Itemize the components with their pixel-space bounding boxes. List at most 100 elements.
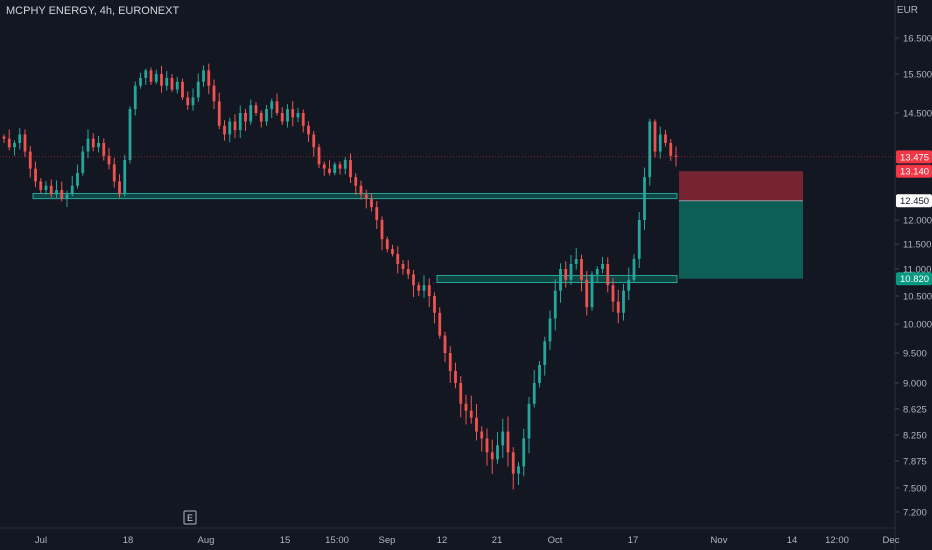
candle-body <box>34 168 37 182</box>
time-tick-label: 17 <box>628 535 639 546</box>
candle-body <box>249 105 253 122</box>
candle-body <box>501 431 505 446</box>
price-tick-label: 11.000 <box>903 265 931 276</box>
candle-body <box>49 185 53 195</box>
price-tick-label: 11.500 <box>903 240 931 251</box>
price-tick-label: 15.500 <box>903 70 932 81</box>
candle-body <box>118 181 121 195</box>
time-tick-label: Nov <box>711 535 728 546</box>
support-zone <box>436 274 678 284</box>
candle-body <box>485 438 489 453</box>
candle-body <box>511 452 515 474</box>
candle-body <box>391 249 394 254</box>
candle-body <box>212 85 216 102</box>
candle-body <box>270 101 274 110</box>
candle-body <box>359 185 363 195</box>
candle-body <box>233 121 237 131</box>
time-tick-label: 15:00 <box>325 535 349 546</box>
candle-body <box>569 264 573 280</box>
time-tick-label: Oct <box>548 535 563 546</box>
earnings-marker <box>183 510 197 525</box>
candle-body <box>107 155 111 165</box>
candle-body <box>244 113 247 122</box>
candle-body <box>259 113 263 122</box>
candle-body <box>160 74 163 86</box>
candle-body <box>296 113 300 118</box>
candle-body <box>13 142 16 148</box>
earnings-marker-label: E <box>187 513 193 523</box>
price-badge-label: 12.450 <box>900 196 929 207</box>
candle-body <box>375 207 379 220</box>
candle-body <box>322 164 326 169</box>
candle-body <box>60 190 64 199</box>
price-badge-label: 13.475 <box>900 152 929 163</box>
candle-body <box>606 264 610 286</box>
candle-body <box>23 134 27 152</box>
time-tick-label: 12 <box>437 535 448 546</box>
candle-body <box>86 138 90 152</box>
candle-body <box>181 81 184 98</box>
candle-body <box>28 151 32 169</box>
candle-body <box>622 290 625 313</box>
candle-body <box>186 97 190 106</box>
candle-body <box>443 335 447 353</box>
candle-body <box>553 290 557 319</box>
candle-body <box>149 70 153 82</box>
candle-body <box>139 77 142 86</box>
candle-body <box>401 264 405 269</box>
price-badge <box>896 150 932 164</box>
candle-body <box>238 113 242 131</box>
candle-body <box>154 74 158 82</box>
candle-body <box>417 285 421 291</box>
candle-body <box>254 105 258 113</box>
time-tick-label: 18 <box>123 535 134 546</box>
time-tick-label: 14 <box>787 535 798 546</box>
price-tick-label: 9.000 <box>903 379 927 390</box>
candle-body <box>490 452 494 460</box>
candle-body <box>611 285 615 302</box>
candle-body <box>653 121 657 152</box>
stop-loss-zone <box>679 171 803 201</box>
time-tick-label: 15 <box>280 535 291 546</box>
candle-body <box>39 181 43 191</box>
price-tick-label: 10.500 <box>903 292 932 303</box>
support-zone <box>32 192 678 200</box>
candle-body <box>123 160 127 195</box>
price-tick-label: 7.875 <box>903 457 927 468</box>
candle-body <box>317 147 321 165</box>
candle-body <box>585 279 589 308</box>
candle-body <box>349 160 352 178</box>
candle-body <box>517 466 520 474</box>
candle-body <box>44 185 48 191</box>
candle-body <box>601 264 604 269</box>
candle-body <box>202 70 205 82</box>
candle-body <box>291 109 295 118</box>
candle-body <box>496 445 499 460</box>
candle-body <box>18 134 22 143</box>
candle-body <box>170 77 174 90</box>
price-tick-label: 16.500 <box>903 34 932 45</box>
candle-body <box>422 285 426 291</box>
price-badge-label: 13.140 <box>900 167 929 178</box>
candle-body <box>364 194 368 199</box>
candle-body <box>412 274 415 286</box>
candle-body <box>506 431 510 453</box>
candle-body <box>548 318 552 342</box>
candle-body <box>333 164 337 173</box>
price-badge <box>896 272 932 286</box>
symbol-title: MCPHY ENERGY, 4h, EURONEXT <box>6 5 180 17</box>
candle-body <box>590 274 594 308</box>
candle-body <box>228 121 232 135</box>
candle-body <box>338 164 342 169</box>
candle-body <box>70 185 74 195</box>
candle-body <box>286 109 289 122</box>
price-tick-label: 10.000 <box>903 320 932 331</box>
candle-body <box>527 403 531 439</box>
price-tick-label: 12.000 <box>903 216 932 227</box>
candle-body <box>396 254 400 264</box>
price-tick-label: 7.500 <box>903 484 927 495</box>
candle-body <box>2 136 6 139</box>
candle-body <box>385 239 389 249</box>
candle-body <box>275 101 279 113</box>
